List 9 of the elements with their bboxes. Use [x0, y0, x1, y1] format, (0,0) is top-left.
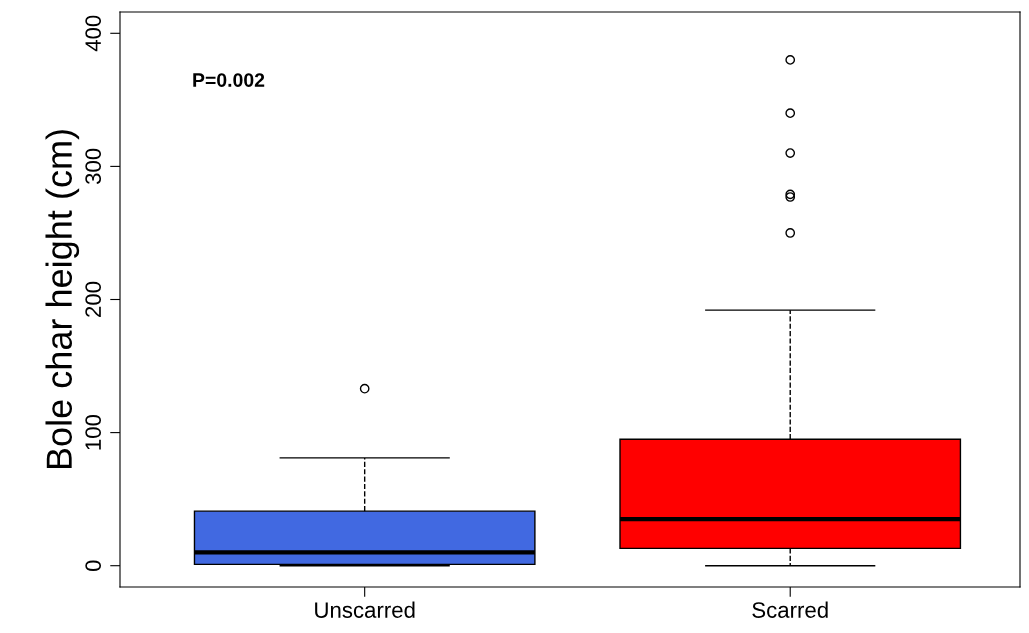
y-tick-label: 200 [85, 281, 102, 317]
y-tick-label: 0 [85, 560, 102, 572]
y-tick-label: 300 [85, 148, 102, 185]
x-tick-label: Unscarred [315, 601, 415, 618]
x-tick-label: Scarred [752, 601, 828, 618]
y-axis-title: Bole char height (cm) [45, 130, 80, 469]
y-tick-label: 400 [85, 15, 102, 52]
annotation: P=0.002 [193, 73, 265, 87]
y-tick-label: 100 [85, 414, 102, 450]
